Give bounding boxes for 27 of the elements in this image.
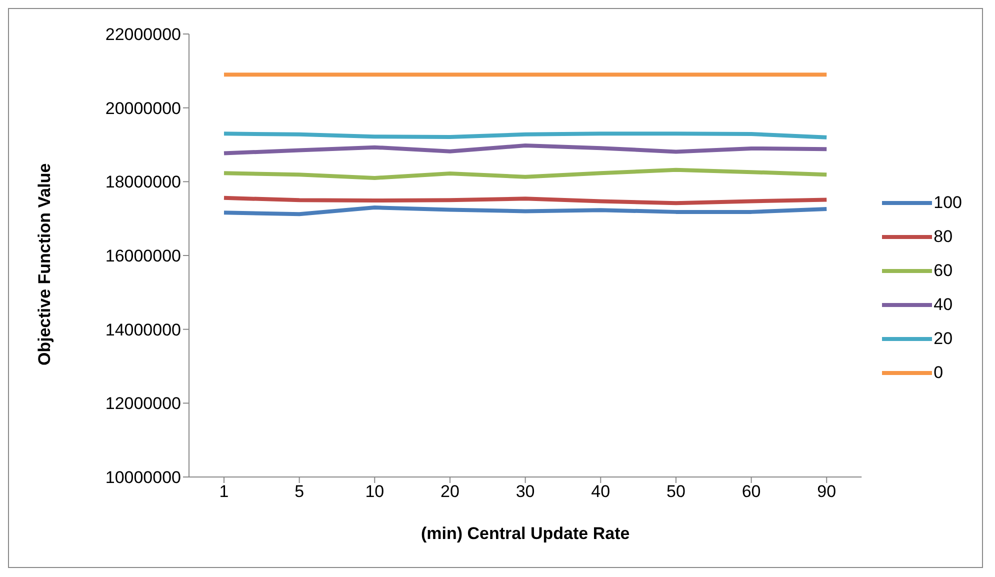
y-tick-label: 20000000 — [105, 98, 181, 118]
x-axis-title: (min) Central Update Rate — [420, 524, 630, 543]
legend-label: 80 — [934, 227, 953, 247]
y-tick-label: 14000000 — [105, 320, 181, 340]
legend-label: 20 — [934, 329, 953, 349]
x-tick-label: 90 — [817, 482, 836, 502]
line-series — [222, 206, 829, 216]
y-tick-label: 18000000 — [105, 172, 181, 192]
y-tick-label: 16000000 — [105, 246, 181, 266]
x-tick-label: 1 — [219, 482, 229, 502]
legend-label: 0 — [934, 363, 944, 383]
y-axis-title: Objective Function Value — [35, 163, 54, 366]
x-tick-label: 5 — [294, 482, 304, 502]
legend-label: 100 — [934, 193, 962, 213]
x-tick-label: 60 — [742, 482, 761, 502]
legend-label: 60 — [934, 261, 953, 281]
x-tick-label: 10 — [365, 482, 384, 502]
x-tick-label: 20 — [440, 482, 460, 502]
x-tick-label: 30 — [516, 482, 535, 502]
y-tick-label: 12000000 — [105, 394, 181, 414]
y-tick-label: 10000000 — [105, 468, 181, 488]
x-tick-label: 50 — [666, 482, 686, 502]
line-series — [222, 143, 829, 156]
y-tick-label: 22000000 — [105, 25, 181, 44]
legend-label: 40 — [934, 295, 953, 315]
x-tick-label: 40 — [591, 482, 610, 502]
line-series — [222, 168, 829, 180]
